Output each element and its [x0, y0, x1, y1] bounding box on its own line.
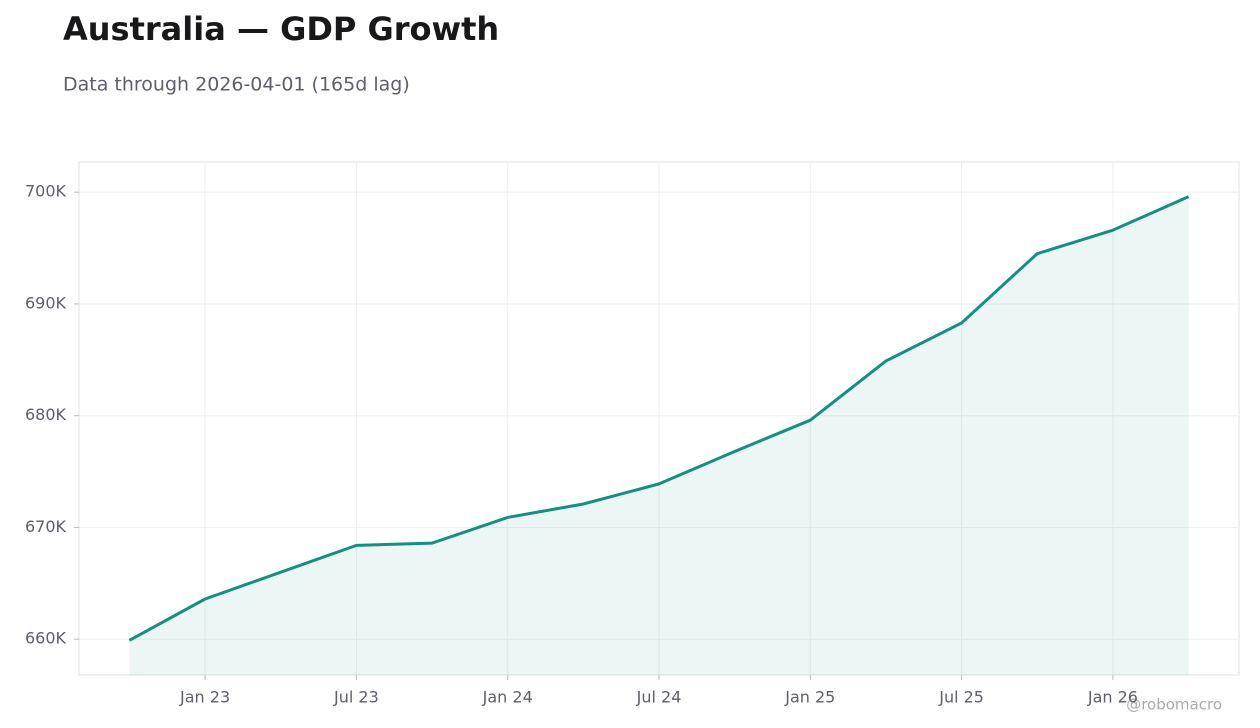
watermark: @robomacro [1126, 696, 1222, 714]
x-tick-label: Jan 23 [179, 688, 230, 707]
x-tick-label: Jan 26 [1087, 688, 1138, 707]
x-tick-label: Jul 25 [938, 688, 984, 707]
y-tick-label: 670K [25, 517, 67, 536]
area [129, 196, 1189, 675]
y-tick-label: 700K [25, 182, 67, 201]
chart-title: Australia — GDP Growth [63, 10, 499, 48]
x-tick-label: Jul 23 [333, 688, 379, 707]
y-tick-label: 680K [25, 405, 67, 424]
x-tick-label: Jan 25 [784, 688, 835, 707]
x-tick-label: Jul 24 [636, 688, 682, 707]
chart-subtitle: Data through 2026-04-01 (165d lag) [63, 74, 410, 96]
y-tick-label: 690K [25, 293, 67, 312]
line [128, 195, 1190, 642]
y-tick-label: 660K [25, 629, 67, 648]
x-tick-label: Jan 24 [482, 688, 533, 707]
